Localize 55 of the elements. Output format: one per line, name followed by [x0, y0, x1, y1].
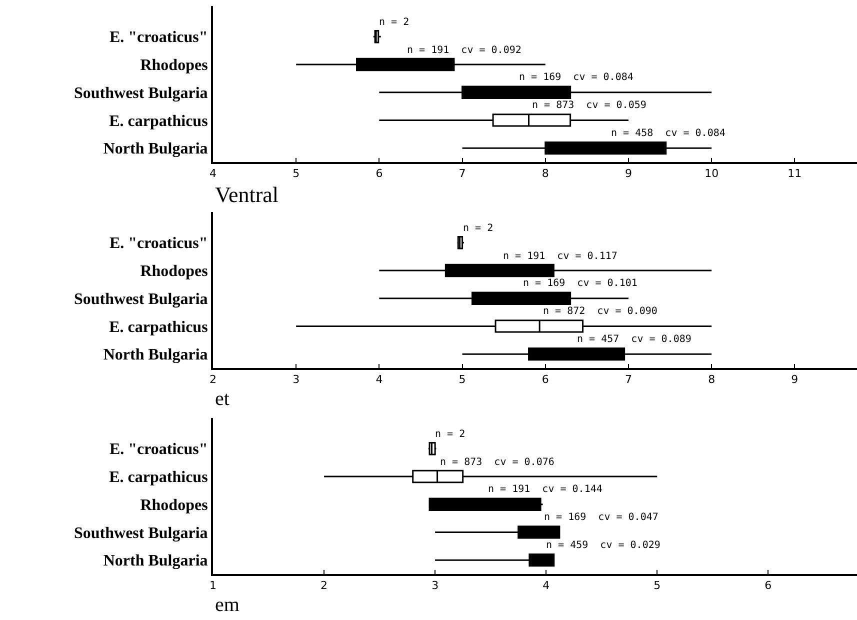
annotation: n = 872 cv = 0.090 — [543, 306, 658, 317]
x-tick-label: 5 — [654, 579, 661, 592]
x-tick-label: 10 — [704, 167, 719, 180]
annotation: n = 2 — [463, 223, 494, 234]
y-tick-label: E. carpathicus — [109, 318, 208, 336]
annotation: n = 873 cv = 0.076 — [440, 457, 554, 468]
y-tick-label: North Bulgaria — [103, 140, 208, 158]
annotation: n = 191 cv = 0.144 — [488, 484, 602, 495]
y-tick-label: Rhodopes — [140, 496, 208, 514]
x-axis-title: em — [215, 594, 240, 616]
y-tick-label: E. "croaticus" — [109, 441, 208, 458]
x-tick-label: 8 — [542, 167, 549, 180]
x-tick-label: 8 — [708, 373, 716, 386]
annotation: n = 169 cv = 0.047 — [544, 512, 658, 523]
x-tick-label: 3 — [432, 579, 439, 592]
x-tick-label: 6 — [376, 167, 383, 180]
x-tick-label: 7 — [624, 373, 632, 386]
annotation: n = 191 cv = 0.117 — [503, 251, 618, 262]
x-tick-label: 11 — [788, 167, 802, 180]
x-axis-title: et — [215, 388, 230, 410]
x-tick-label: 4 — [376, 373, 383, 386]
annotation: n = 873 cv = 0.059 — [532, 100, 646, 111]
y-tick-label: Southwest Bulgaria — [74, 524, 208, 542]
x-tick-label: 5 — [292, 167, 300, 180]
y-tick-label: Rhodopes — [140, 57, 208, 74]
x-tick-label: 9 — [791, 373, 798, 386]
annotation: n = 457 cv = 0.089 — [577, 334, 692, 345]
x-tick-label: 9 — [624, 167, 632, 180]
annotation: n = 458 cv = 0.084 — [611, 128, 726, 139]
x-tick-label: 4 — [210, 167, 216, 180]
y-tick-label: Rhodopes — [140, 263, 208, 280]
x-tick-label: 5 — [458, 373, 466, 386]
annotation: n = 2 — [435, 429, 466, 440]
x-tick-label: 1 — [210, 579, 216, 592]
y-tick-label: E. carpathicus — [109, 469, 208, 486]
y-tick-label: Southwest Bulgaria — [74, 290, 208, 308]
x-tick-label: 4 — [542, 579, 550, 592]
y-tick-label: E. "croaticus" — [109, 235, 208, 252]
annotation: n = 169 cv = 0.101 — [523, 278, 638, 289]
y-tick-label: E. carpathicus — [109, 112, 208, 130]
y-tick-label: E. "croaticus" — [109, 29, 208, 46]
x-tick-label: 3 — [292, 373, 300, 386]
x-tick-label: 6 — [542, 373, 549, 386]
y-tick-label: North Bulgaria — [103, 346, 208, 364]
annotation: n = 191 cv = 0.092 — [407, 45, 522, 56]
x-tick-label: 6 — [764, 579, 772, 592]
x-tick-label: 7 — [458, 167, 466, 180]
x-tick-label: 2 — [320, 579, 328, 592]
y-tick-label: Southwest Bulgaria — [74, 84, 208, 102]
x-tick-label: 2 — [210, 373, 216, 386]
y-tick-label: North Bulgaria — [103, 552, 208, 570]
annotation: n = 2 — [379, 17, 410, 28]
x-axis-title: Ventral — [215, 182, 279, 207]
annotation: n = 169 cv = 0.084 — [519, 72, 634, 83]
annotation: n = 459 cv = 0.029 — [546, 540, 660, 551]
